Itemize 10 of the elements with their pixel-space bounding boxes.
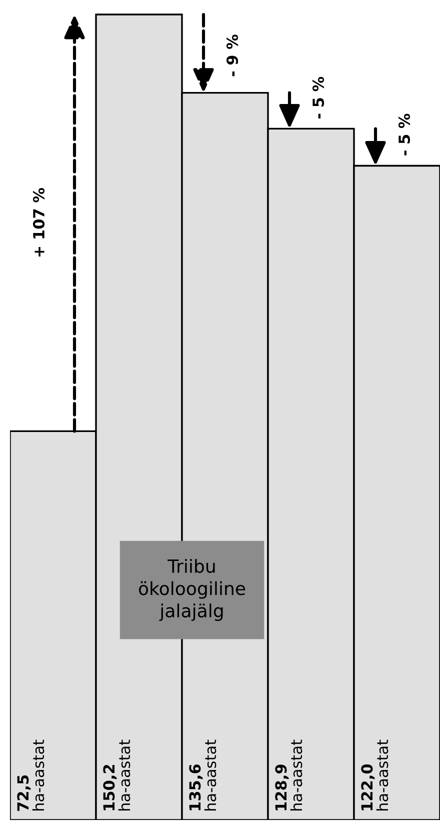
data-label: 122,0 ha-aastat	[361, 740, 388, 811]
data-label: 135,6 ha-aastat	[189, 740, 216, 811]
data-label: 150,2 ha-aastat	[103, 740, 130, 811]
annotation: + 107 %	[32, 188, 45, 257]
data-label: 128,9 ha-aastat	[275, 740, 302, 811]
annotation: - 5 %	[312, 76, 324, 118]
text: Triibu ökoloogiline jalajälg	[138, 558, 246, 622]
annotation: - 9 %	[226, 34, 238, 76]
data-label: 72,5 ha-aastat	[17, 740, 44, 811]
annotation: - 5 %	[398, 114, 410, 156]
